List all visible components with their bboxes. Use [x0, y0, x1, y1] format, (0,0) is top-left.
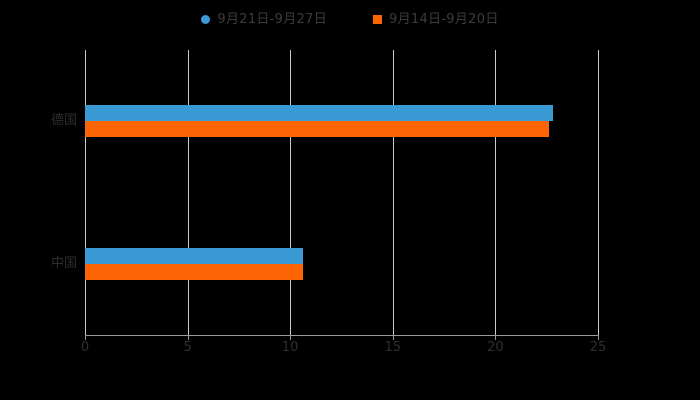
bar-德国-9月14日-9月20日[interactable]	[85, 121, 549, 138]
bar-中国-9月21日-9月27日[interactable]	[85, 247, 303, 264]
x-axis-tick	[495, 335, 497, 340]
gridline-x	[85, 50, 86, 335]
bar-中国-9月14日-9月20日[interactable]	[85, 263, 303, 280]
x-axis-tick	[290, 335, 292, 340]
gridline-x	[598, 50, 599, 335]
legend-marker-square-icon	[373, 14, 382, 24]
x-axis-tick	[85, 335, 86, 340]
y-axis-category-label: 中国	[50, 255, 77, 271]
x-axis-tick	[392, 335, 394, 340]
legend-item-1[interactable]: 9月14日-9月20日	[373, 13, 499, 26]
x-axis-tick-label: 25	[589, 340, 607, 355]
chart-legend: 9月21日-9月27日 9月14日-9月20日	[0, 6, 700, 32]
y-axis-category-label: 德国	[50, 113, 77, 129]
x-axis-tick-label: 0	[80, 340, 90, 355]
x-axis-tick	[598, 335, 599, 340]
plot-area	[85, 50, 599, 335]
legend-item-0[interactable]: 9月21日-9月27日	[201, 13, 327, 26]
gridline-x	[495, 50, 497, 335]
legend-label-1: 9月14日-9月20日	[389, 11, 499, 27]
gridline-x	[392, 50, 394, 335]
gridline-x	[187, 50, 189, 335]
gridline-x	[290, 50, 292, 335]
x-axis-line	[85, 335, 599, 336]
legend-marker-circle-icon	[201, 14, 211, 24]
bar-德国-9月21日-9月27日[interactable]	[85, 105, 553, 122]
x-axis-tick-label: 10	[281, 340, 299, 355]
x-axis-tick-label: 20	[487, 340, 504, 355]
x-axis-tick	[187, 335, 189, 340]
x-axis-tick-label: 15	[384, 340, 402, 355]
x-axis-tick-label: 5	[183, 340, 192, 355]
legend-label-0: 9月21日-9月27日	[217, 11, 327, 27]
